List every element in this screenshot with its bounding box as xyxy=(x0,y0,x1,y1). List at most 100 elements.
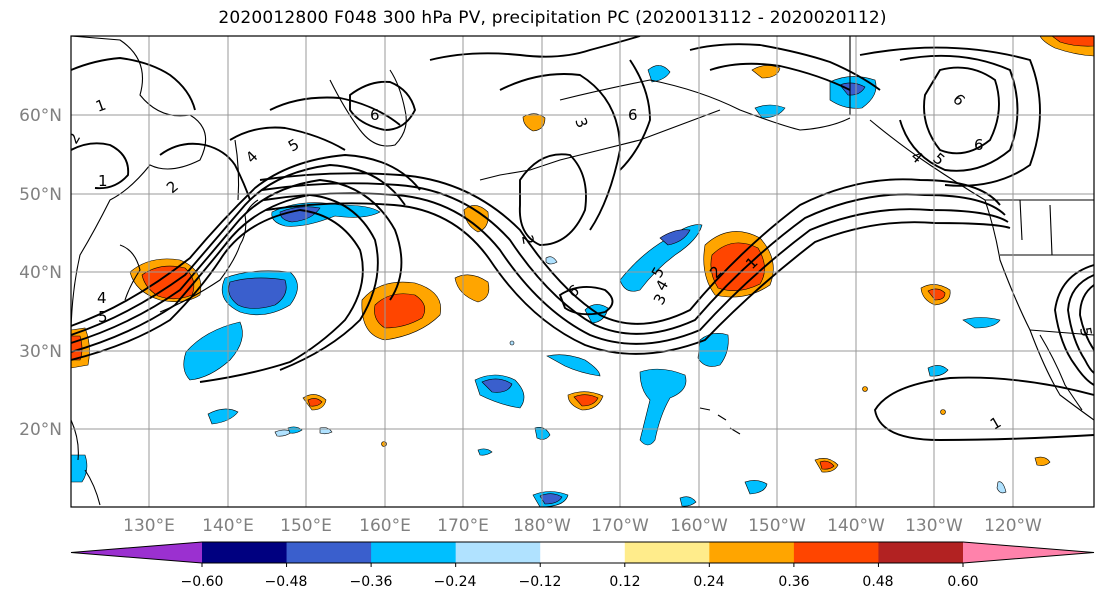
korea-coast xyxy=(119,244,141,301)
contour-label: 4 xyxy=(97,289,107,307)
anomaly-mid-blue-5 xyxy=(639,368,687,446)
anomaly-mid-blue-1 xyxy=(619,224,703,292)
lon-label: 130°E xyxy=(123,516,175,536)
colorbar-tick-label: −0.60 xyxy=(181,574,224,590)
pv-contour-jet-b xyxy=(261,182,1006,335)
pv-contour-jet-a xyxy=(259,172,1001,325)
pv-contour-east-bulge-3 xyxy=(1079,284,1094,351)
anomaly-small-blue-4 xyxy=(744,480,768,495)
pv-contour-jet-c xyxy=(263,192,1009,345)
colorbar-segment xyxy=(624,542,710,563)
alaska-coast xyxy=(559,79,851,131)
lon-label: 130°W xyxy=(905,516,963,536)
aleutians xyxy=(479,109,721,181)
lon-label: 140°E xyxy=(202,516,254,536)
pv-contour-5-west xyxy=(269,96,401,126)
anomaly-small-blue-7 xyxy=(679,496,697,507)
lat-label-20n: 20°N xyxy=(19,420,62,440)
mexico-border xyxy=(1029,329,1094,336)
asia-coast xyxy=(71,36,207,331)
pv-contour-2-trough xyxy=(518,153,587,246)
anomaly-small-4 xyxy=(751,65,781,79)
colorbar-ticks xyxy=(201,563,964,567)
pv-contour-6-north xyxy=(923,66,1000,155)
colorbar-extend-max xyxy=(963,542,1094,563)
graticule xyxy=(71,36,1094,507)
pv-contour-1-sw xyxy=(71,142,130,190)
map-title: 2020012800 F048 300 hPa PV, precipitatio… xyxy=(218,8,887,28)
pv-contour-north-4 xyxy=(709,62,851,91)
colorbar-tick-label: −0.24 xyxy=(434,574,477,590)
japan-coast xyxy=(159,199,259,313)
lat-label-30n: 30°N xyxy=(19,342,62,362)
anomaly-sw-blue xyxy=(71,454,88,483)
pv-contour-4-north xyxy=(859,46,1041,187)
colorbar-segments xyxy=(70,541,1095,564)
contour-label: 1 xyxy=(98,172,108,190)
philippines xyxy=(71,419,101,506)
coastlines xyxy=(71,36,1094,506)
kamchatka-coast xyxy=(329,69,407,147)
colorbar-segment xyxy=(709,542,795,563)
lon-label: 150°E xyxy=(280,516,332,536)
colorbar-segment xyxy=(455,542,541,563)
contour-label: 6 xyxy=(628,106,638,124)
lon-label: 170°E xyxy=(437,516,489,536)
lat-label-50n: 50°N xyxy=(19,185,62,205)
colorbar-segment xyxy=(202,542,288,563)
pv-contour-1 xyxy=(71,209,364,383)
pv-contour-6-west xyxy=(349,80,417,131)
us-borders xyxy=(985,199,1094,256)
pv-contour-6-mid xyxy=(558,286,614,316)
pv-contour-1-se xyxy=(874,376,1094,441)
anomaly-small-blue-5 xyxy=(962,317,1001,329)
anomaly-mid-blue-6 xyxy=(697,333,729,367)
longitude-labels: 130°E 140°E 150°E 160°E 170°E 180°W 170°… xyxy=(123,516,1042,536)
pv-contour-north-3 xyxy=(689,43,881,91)
contour-label: 5 xyxy=(1076,326,1095,339)
pv-contour-3-arc xyxy=(499,73,621,231)
anomaly-small-9 xyxy=(1034,456,1051,466)
lon-label: 160°W xyxy=(670,516,728,536)
contour-label: 5 xyxy=(98,308,108,326)
lon-label: 180°W xyxy=(513,516,571,536)
pv-contour-north-2 xyxy=(619,59,651,171)
colorbar-tick-label: 0.36 xyxy=(778,574,809,590)
latitude-labels: 60°N 50°N 40°N 30°N 20°N xyxy=(19,106,62,440)
lon-label: 160°E xyxy=(359,516,411,536)
contour-label: 6 xyxy=(974,136,984,154)
colorbar: −0.60 −0.48 −0.36 −0.24 −0.12 0.12 0.24 … xyxy=(70,541,1095,590)
lon-label: 150°W xyxy=(748,516,806,536)
pv-contours xyxy=(71,36,1094,441)
colorbar-segment xyxy=(371,542,457,563)
anomaly-mid-blue-4 xyxy=(546,354,601,377)
pv-contour-5-north xyxy=(899,54,1019,172)
lon-label: 170°W xyxy=(591,516,649,536)
pv-contour-4 xyxy=(71,164,406,336)
pv-contour-4-west xyxy=(229,126,346,151)
pv-contour-loop-west xyxy=(71,57,196,111)
colorbar-segment xyxy=(540,542,626,563)
contour-label: 6 xyxy=(370,106,380,124)
colorbar-segment xyxy=(286,542,372,563)
pv-contour-3 xyxy=(71,179,403,344)
pv-contour-east-bulge xyxy=(1054,264,1094,386)
pv-contour-jet-d xyxy=(265,202,1011,355)
anomaly-small-blue-1 xyxy=(207,408,239,425)
north-america-coast xyxy=(869,119,1094,421)
lon-label: 120°W xyxy=(984,516,1042,536)
colorbar-tick-label: 0.12 xyxy=(609,574,640,590)
colorbar-tick-label: 0.60 xyxy=(947,574,978,590)
map-frame xyxy=(70,35,1095,508)
lat-label-60n: 60°N xyxy=(19,106,62,126)
anomaly-small-2 xyxy=(463,205,489,233)
anomaly-japan-red xyxy=(141,265,195,300)
pv-contour-2-west xyxy=(159,142,251,201)
baja-coast xyxy=(1039,334,1083,411)
colorbar-tick-label: −0.36 xyxy=(350,574,393,590)
colorbar-tick-label: −0.48 xyxy=(265,574,308,590)
pv-contour-5 xyxy=(71,154,421,327)
lat-label-40n: 40°N xyxy=(19,263,62,283)
contour-label: 2 xyxy=(518,234,537,247)
